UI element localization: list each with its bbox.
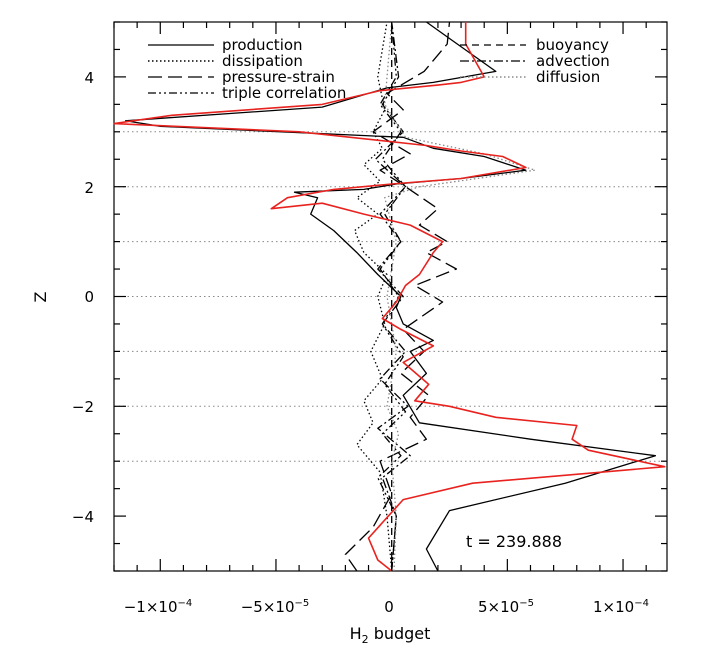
x-tick-label: −5×10−5 [241,598,310,616]
y-tick-label: −4 [72,508,94,526]
series-line-diffusion [384,21,536,572]
series-line-dissipation [353,21,393,572]
legend-label-advection: advection [536,52,610,70]
series-line-production [124,21,657,572]
legend-label-buoyancy: buoyancy [536,36,609,54]
x-tick-label: 0 [384,598,394,616]
legend-label-diffusion: diffusion [536,68,600,86]
x-tick-label: −1×10−4 [124,598,193,616]
time-annotation: t = 239.888 [466,532,562,551]
legend-label-pressure-strain: pressure-strain [222,68,335,86]
axis-ticks [113,21,667,572]
x-axis-label: H2 budget [350,624,431,646]
y-axis-label: Z [31,291,50,302]
legend-label-triple-correlation: triple correlation [222,84,346,102]
x-tick-label: 1×10−4 [593,598,649,616]
series-line-triple-correlation [377,21,407,572]
x-tick-label: 5×10−5 [478,598,534,616]
y-tick-label: 0 [84,288,94,306]
series-line-pressure-strain [344,21,458,572]
y-tick-label: 4 [84,69,94,87]
y-tick-label: 2 [84,179,94,197]
y-tick-label: −2 [72,398,94,416]
series-line-advection [374,21,411,572]
grid-lines [114,131,667,462]
plot-frame [113,21,668,572]
series-lines [113,21,666,572]
legend-label-production: production [222,36,303,54]
legend-label-dissipation: dissipation [222,52,303,70]
legend: production dissipation pressure-strain t… [148,36,610,102]
series-line-red-curve [113,22,666,572]
